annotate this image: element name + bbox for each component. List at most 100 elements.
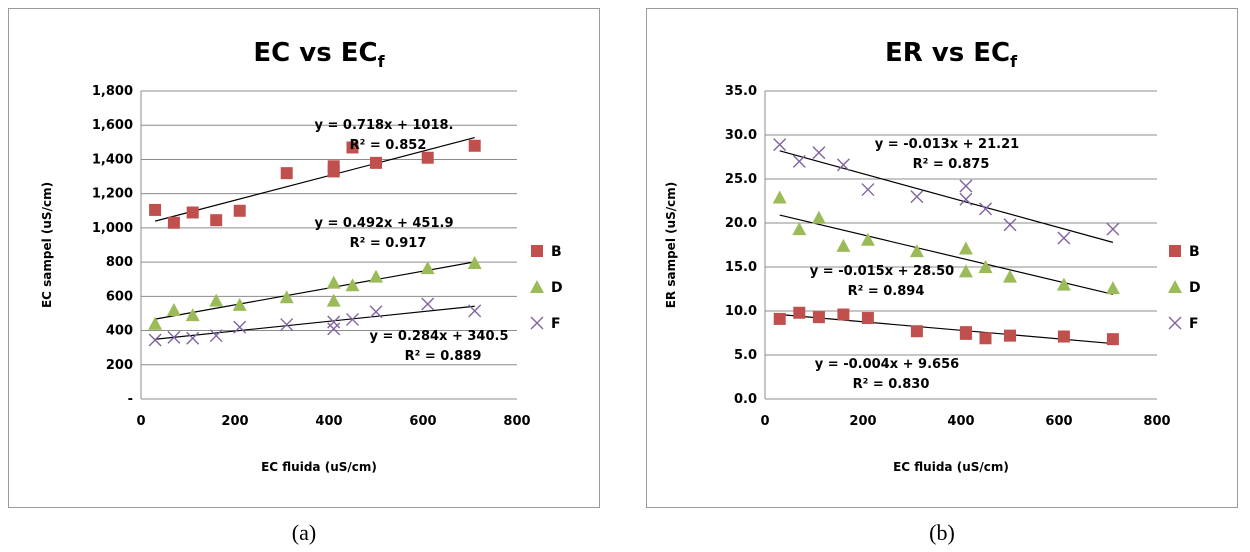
legend-label-b: B [551,244,562,260]
point-f [910,190,924,204]
legend-label-d: D [1189,280,1201,296]
trendline-b [154,136,475,222]
trend-r2: R² = 0.889 [405,349,482,364]
point-f [167,330,181,344]
y-tick-label: 10.0 [725,304,757,319]
x-tick-label: 600 [1045,414,1072,429]
point-d [811,210,826,224]
y-tick-label: 200 [106,358,133,373]
point-d [958,241,973,255]
x-tick-label: 200 [221,414,248,429]
trend-r2: R² = 0.852 [350,138,427,153]
trend-equation: y = -0.013x + 21.21 [875,137,1019,152]
point-f [209,329,223,343]
y-tick-label: 1,600 [92,118,133,133]
y-tick-label: 600 [106,289,133,304]
point-d [345,278,360,292]
legend-marker-b [1169,245,1181,257]
point-f [836,158,850,172]
point-f [792,154,806,168]
point-d [1105,281,1120,295]
series-d [772,190,1120,295]
point-d [836,238,851,252]
chart-panel-ec: EC vs ECf - 200 400 600 800 1,000 1,200 1,400 1,6… [8,8,600,508]
point-b [468,139,481,152]
chart-title: EC vs ECf [253,38,385,71]
point-b [280,167,293,180]
legend-label-d: D [551,280,563,296]
point-b [1106,333,1119,346]
point-f [812,146,826,160]
y-tick-label: 1,200 [92,187,133,202]
y-tick-label: 800 [106,255,133,270]
y-tick-label: 0.0 [734,392,757,407]
point-d [326,275,341,289]
point-f [861,183,875,197]
point-b [837,308,850,321]
x-tick-label: 0 [760,414,769,429]
point-d [772,190,787,204]
legend-marker-d [1168,280,1182,293]
chart-title-subscript: f [1010,52,1018,71]
point-b [421,151,434,164]
chart-title-subscript: f [378,52,386,71]
y-tick-label: 20.0 [725,216,757,231]
y-tick-label: 1,800 [92,84,133,99]
point-f [346,312,359,326]
trend-r2: R² = 0.830 [853,377,930,392]
x-axis-label: EC fluida (uS/cm) [893,460,1009,474]
trendline-f [779,313,1113,345]
y-tick-label: 30.0 [725,128,757,143]
x-tick-label: 600 [409,414,436,429]
point-d [148,316,163,330]
trend-equation: y = -0.004x + 9.656 [815,357,959,372]
trend-equation: y = 0.492x + 451.9 [315,216,454,231]
point-b [167,216,180,229]
point-b [979,332,992,345]
trendline-b [779,150,1114,243]
trendline-d [779,214,1114,295]
y-tick-label: 5.0 [734,348,757,363]
point-b [1057,330,1070,343]
chart-title-main: EC vs EC [253,38,377,68]
legend-marker-f [1168,316,1182,330]
point-b [793,306,806,319]
point-d [1056,277,1071,291]
point-b [1004,329,1016,342]
point-d [326,293,341,307]
point-d [166,303,181,317]
point-d [1003,269,1017,283]
series-b [149,139,481,229]
legend-marker-d [530,280,544,293]
point-b [812,311,825,324]
chart-er-vs-ecf: ER vs ECf 0.0 5.0 10.0 15.0 20.0 25.0 30.0 35.0 0… [664,38,1201,474]
x-tick-label: 400 [315,414,342,429]
y-tick-label: 1,400 [92,152,133,167]
legend-marker-f [530,316,544,330]
y-tick-label: - [128,392,133,407]
point-f [468,304,482,318]
point-b [186,206,199,219]
point-b [233,204,246,217]
y-tick-label: 35.0 [725,84,757,99]
chart-title-main: ER vs EC [885,38,1010,68]
y-tick-label: 400 [106,324,133,339]
point-f [327,315,341,329]
point-d [369,269,383,283]
point-f [421,297,435,311]
caption-b: (b) [929,520,955,545]
point-b [149,203,162,216]
point-d [279,290,294,304]
y-axis-label: EC sampel (uS/cm) [40,182,54,308]
point-b [861,312,874,325]
trendline-f [155,305,475,340]
x-tick-label: 200 [849,414,876,429]
point-f [369,305,383,319]
x-tick-label: 0 [136,414,145,429]
legend-label-f: F [1189,316,1199,332]
point-d [860,232,875,246]
point-d [209,293,224,307]
point-f [148,333,162,347]
series-f [148,297,482,347]
caption-a: (a) [291,520,317,545]
